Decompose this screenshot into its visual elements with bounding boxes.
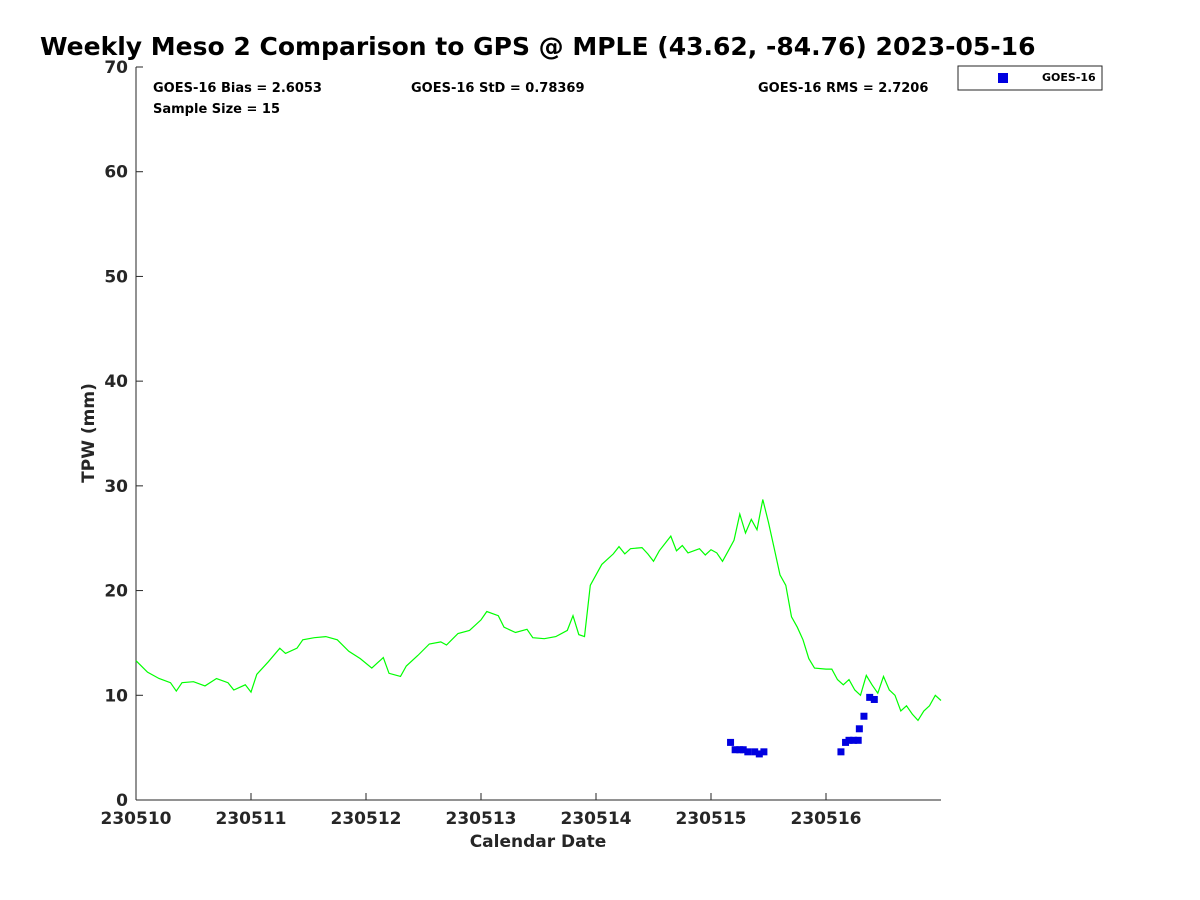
goes16-point <box>870 695 878 703</box>
x-tick-label: 230514 <box>561 809 632 829</box>
y-tick-label: 10 <box>104 686 128 706</box>
chart-title: Weekly Meso 2 Comparison to GPS @ MPLE (… <box>40 32 1035 61</box>
rms-annotation: GOES-16 RMS = 2.7206 <box>758 81 928 96</box>
goes16-scatter-series <box>727 693 878 758</box>
gps-tpw-line <box>135 499 942 722</box>
std-annotation: GOES-16 StD = 0.78369 <box>411 81 585 96</box>
plot-area <box>136 67 941 800</box>
y-tick-label: 40 <box>104 372 128 392</box>
y-tick-label: 50 <box>104 267 128 287</box>
x-tick-label: 230511 <box>216 809 287 829</box>
y-tick-label: 20 <box>104 582 128 602</box>
bias-annotation: GOES-16 Bias = 2.6053 <box>153 81 322 96</box>
y-tick-label: 60 <box>104 163 128 183</box>
x-tick-label: 230515 <box>676 809 747 829</box>
legend: GOES-16 <box>957 65 1103 91</box>
sample-size-annotation: Sample Size = 15 <box>153 102 280 117</box>
y-axis-label: TPW (mm) <box>79 383 99 483</box>
goes16-point <box>855 725 863 733</box>
goes16-point <box>727 738 735 746</box>
x-axis-label: Calendar Date <box>470 832 607 852</box>
goes16-point <box>731 746 739 754</box>
legend-box <box>957 65 1103 91</box>
x-tick-label: 230510 <box>101 809 172 829</box>
legend-entry-goes16: GOES-16 <box>1042 71 1096 84</box>
goes16-point <box>860 712 868 720</box>
goes16-point <box>850 736 858 744</box>
goes16-point <box>837 748 845 756</box>
goes16-point <box>845 736 853 744</box>
goes16-point <box>854 736 862 744</box>
gps-line-series <box>135 499 942 722</box>
goes16-point <box>760 748 768 756</box>
x-tick-label: 230513 <box>446 809 517 829</box>
y-tick-label: 30 <box>104 477 128 497</box>
goes16-point <box>744 748 752 756</box>
y-tick-label: 0 <box>116 791 128 811</box>
x-tick-label: 230512 <box>331 809 402 829</box>
y-tick-label: 70 <box>104 58 128 78</box>
legend-marker-goes16 <box>998 73 1008 83</box>
goes16-point <box>751 748 759 756</box>
goes16-point <box>755 750 763 758</box>
goes16-point <box>739 746 747 754</box>
plot-axes: 0 10 20 30 40 50 60 70 230510 230511 230512 230513 2… <box>101 58 941 829</box>
goes16-point <box>866 693 874 701</box>
x-tick-label: 230516 <box>791 809 862 829</box>
